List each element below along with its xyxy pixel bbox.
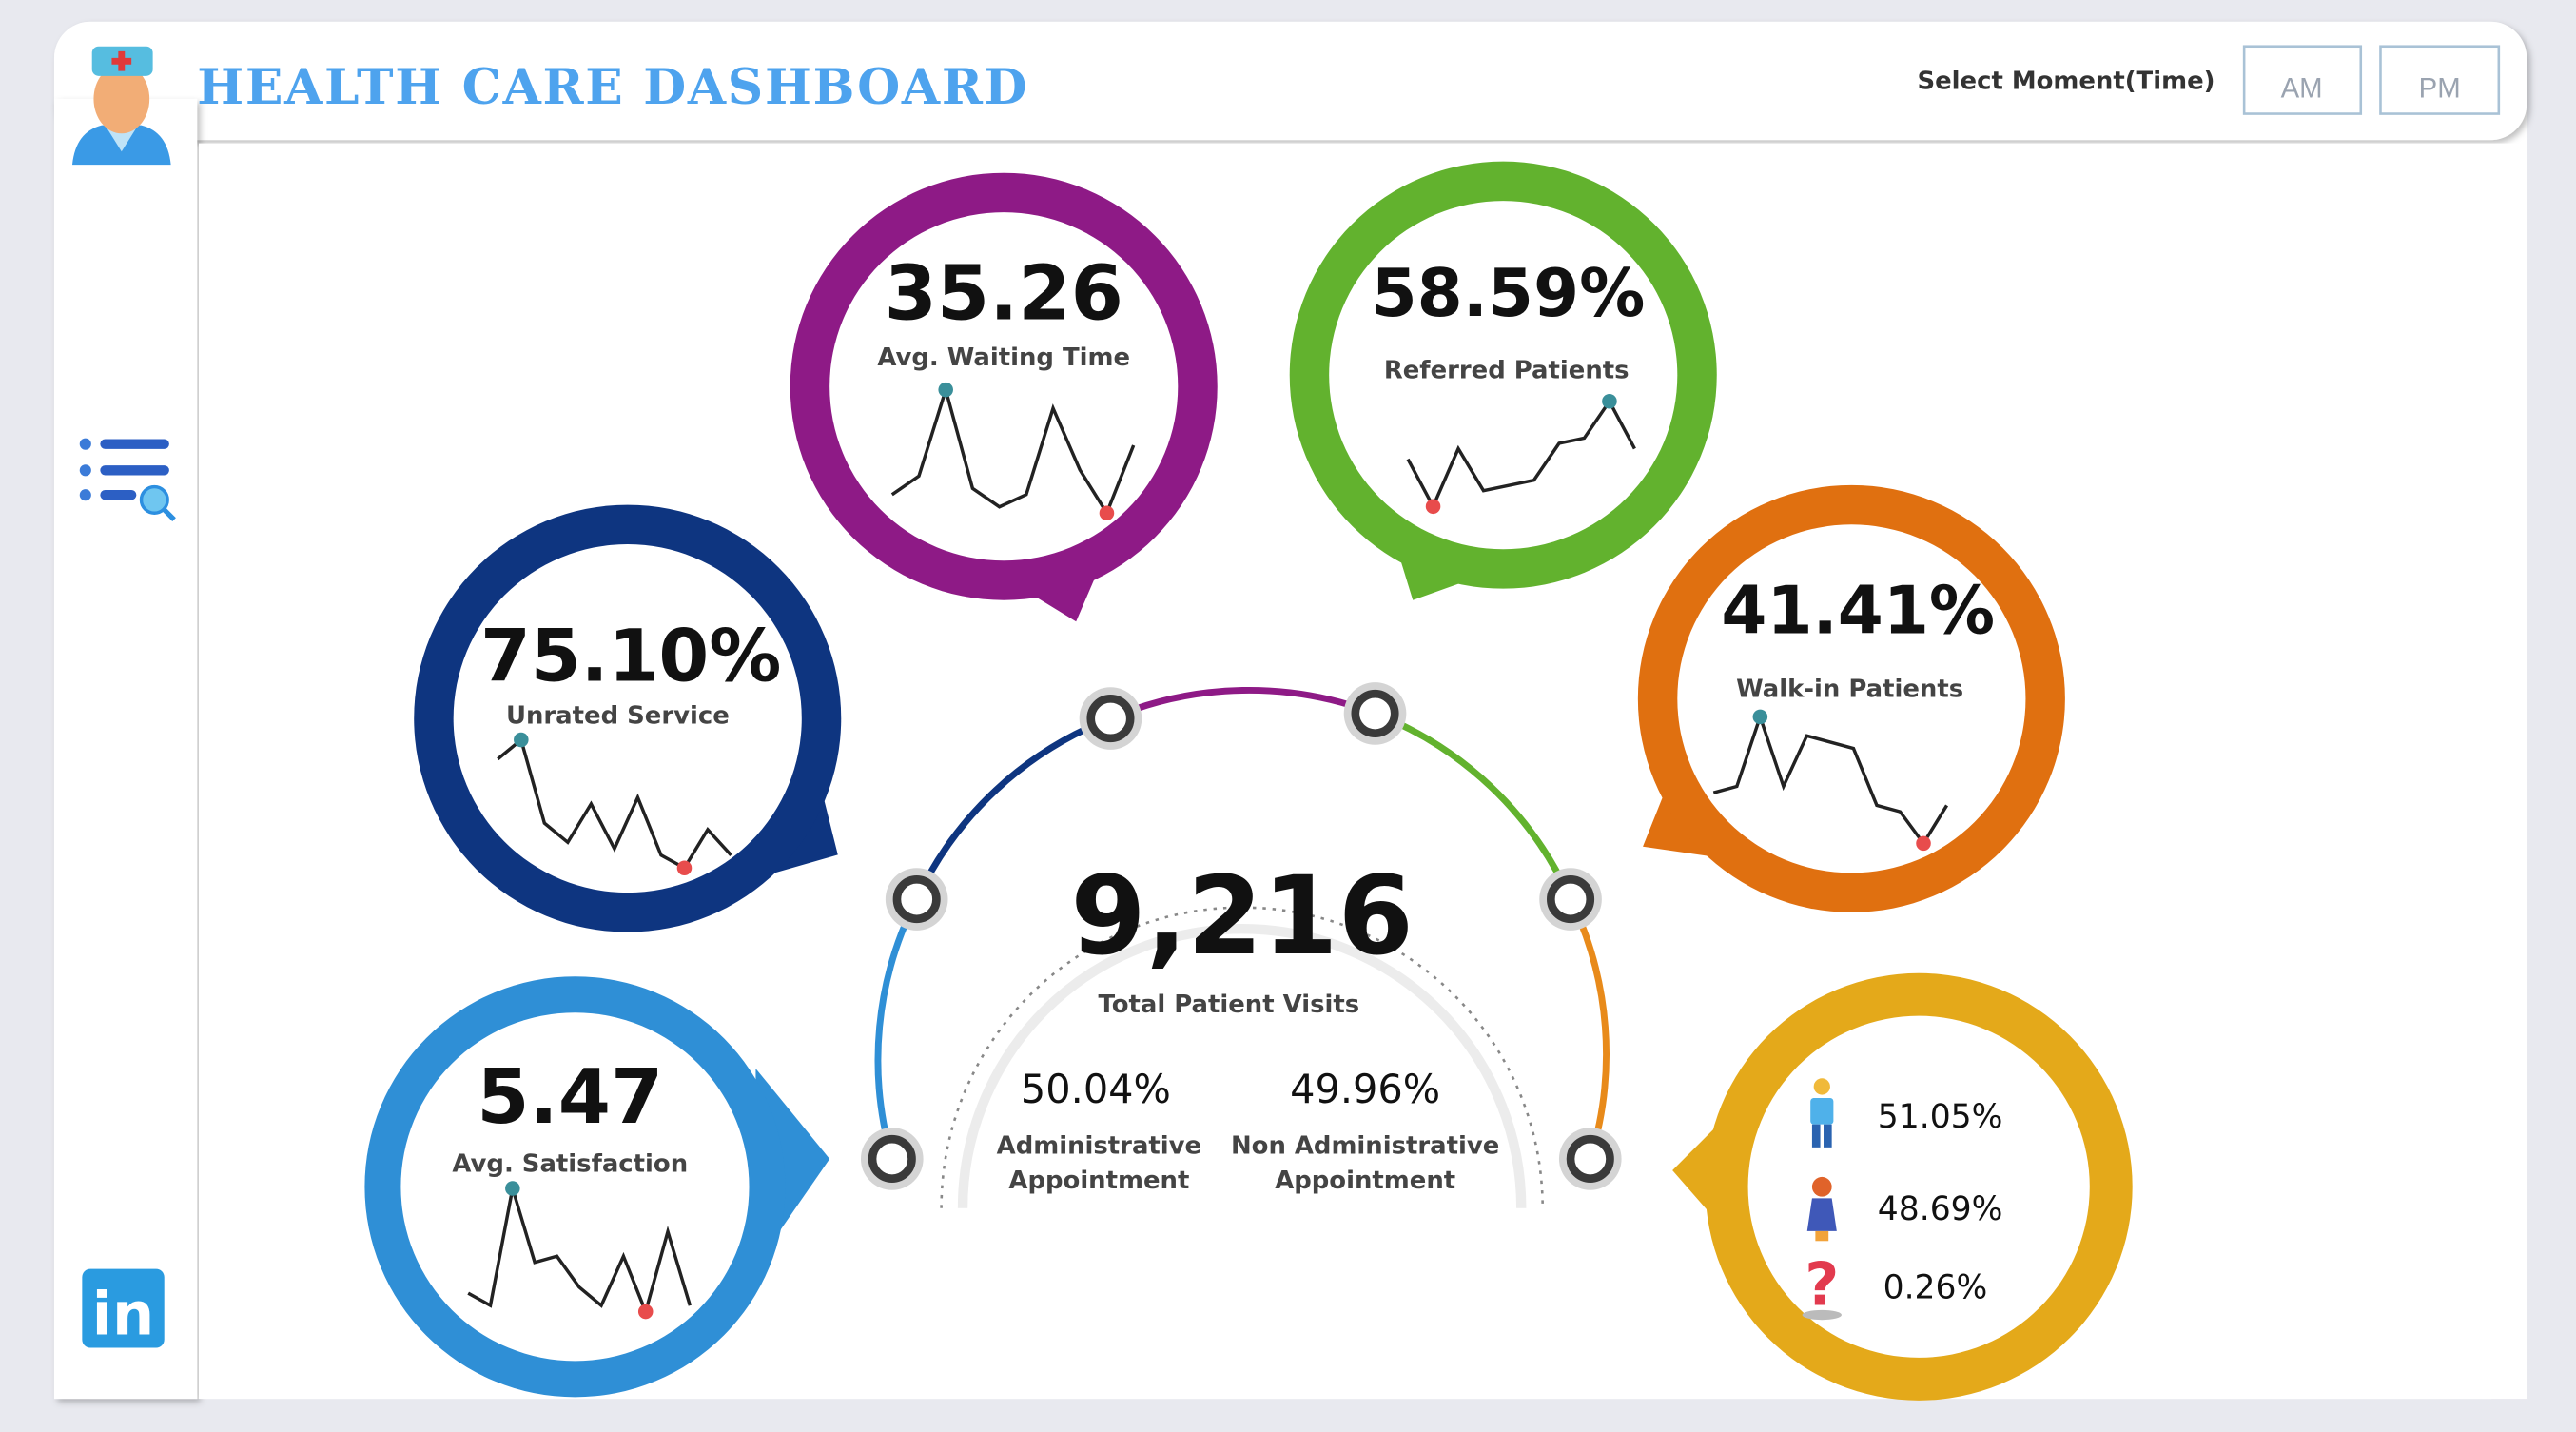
male-icon	[1810, 1078, 1834, 1148]
am-button[interactable]: AM	[2242, 45, 2363, 115]
header-bar	[53, 21, 2527, 141]
male-percent: 51.05%	[1878, 1098, 2003, 1136]
unrated-card: 75.10% Unrated Service	[414, 504, 842, 932]
pm-button[interactable]: PM	[2379, 45, 2501, 115]
walkin-card: 41.41% Walk-in Patients	[1637, 484, 2065, 912]
female-percent: 48.69%	[1878, 1190, 2003, 1228]
select-moment-label: Select Moment(Time)	[1917, 68, 2215, 96]
max-marker	[505, 1181, 520, 1196]
nonadmin-label-2: Appointment	[1275, 1167, 1455, 1195]
waiting-sparkline	[890, 382, 1136, 520]
unrated-service-label: Unrated Service	[506, 701, 730, 730]
satisfaction-sparkline	[467, 1181, 693, 1320]
total-visits-label: Total Patient Visits	[1098, 991, 1359, 1019]
admin-label-2: Appointment	[1008, 1167, 1189, 1195]
doctor-avatar-icon	[71, 46, 171, 166]
am-button-label: AM	[2281, 72, 2323, 104]
female-icon	[1806, 1176, 1837, 1242]
total-visits-value: 9,216	[1070, 853, 1414, 979]
svg-text:?: ?	[1805, 1250, 1839, 1320]
avg-waiting-time-label: Avg. Waiting Time	[877, 343, 1130, 372]
admin-value: 50.04%	[1021, 1067, 1171, 1112]
nonadmin-value: 49.96%	[1290, 1067, 1440, 1112]
min-marker	[676, 860, 693, 876]
dashboard-title: HEALTH CARE DASHBOARD	[197, 58, 1028, 116]
walkin-sparkline	[1712, 709, 1949, 852]
linkedin-icon[interactable]: in	[82, 1268, 165, 1349]
unrated-sparkline	[497, 732, 732, 876]
max-marker	[938, 382, 953, 398]
sparkline-path	[1712, 711, 1949, 847]
sidebar	[53, 98, 198, 1400]
referred-sparkline	[1406, 394, 1636, 515]
avg-satisfaction-label: Avg. Satisfaction	[452, 1150, 688, 1179]
waiting-time-card: 35.26 Avg. Waiting Time	[790, 172, 1218, 622]
pm-button-label: PM	[2419, 72, 2461, 104]
gauge-knob	[860, 1128, 924, 1190]
satisfaction-card: 5.47 Avg. Satisfaction	[364, 976, 830, 1398]
sparkline-path	[467, 1187, 693, 1317]
walkin-patients-label: Walk-in Patients	[1736, 676, 1963, 704]
max-marker	[514, 732, 529, 748]
gauge-knob	[1539, 868, 1602, 931]
nonadmin-label-1: Non Administrative	[1231, 1132, 1499, 1161]
gauge-knob	[1343, 682, 1407, 745]
avg-waiting-time-value: 35.26	[885, 248, 1123, 337]
list-search-icon[interactable]	[79, 438, 176, 521]
gauge-knob	[1079, 687, 1142, 750]
gauge-knob	[1558, 1128, 1622, 1190]
avg-satisfaction-value: 5.47	[477, 1052, 663, 1141]
min-marker	[1099, 505, 1115, 520]
center-gauge	[860, 682, 1622, 1208]
gauge-knob	[885, 868, 948, 931]
max-marker	[1752, 709, 1768, 725]
linkedin-text: in	[92, 1280, 155, 1349]
unknown-gender-percent: 0.26%	[1883, 1269, 1988, 1307]
sparkline-path	[497, 736, 732, 871]
min-marker	[1425, 499, 1441, 515]
max-marker	[1602, 394, 1617, 409]
sparkline-path	[1406, 398, 1636, 511]
referred-patients-label: Referred Patients	[1384, 357, 1630, 385]
min-marker	[637, 1304, 654, 1320]
referred-card: 58.59% Referred Patients	[1289, 161, 1717, 600]
unknown-gender-icon: ?	[1802, 1250, 1843, 1321]
sparkline-path	[890, 383, 1136, 518]
walkin-patients-value: 41.41%	[1721, 573, 1995, 649]
unrated-service-value: 75.10%	[480, 613, 781, 697]
admin-label-1: Administrative	[997, 1132, 1201, 1161]
referred-patients-value: 58.59%	[1372, 256, 1646, 332]
gender-card: 51.05% 48.69% ? 0.26%	[1672, 972, 2133, 1401]
min-marker	[1916, 835, 1931, 852]
